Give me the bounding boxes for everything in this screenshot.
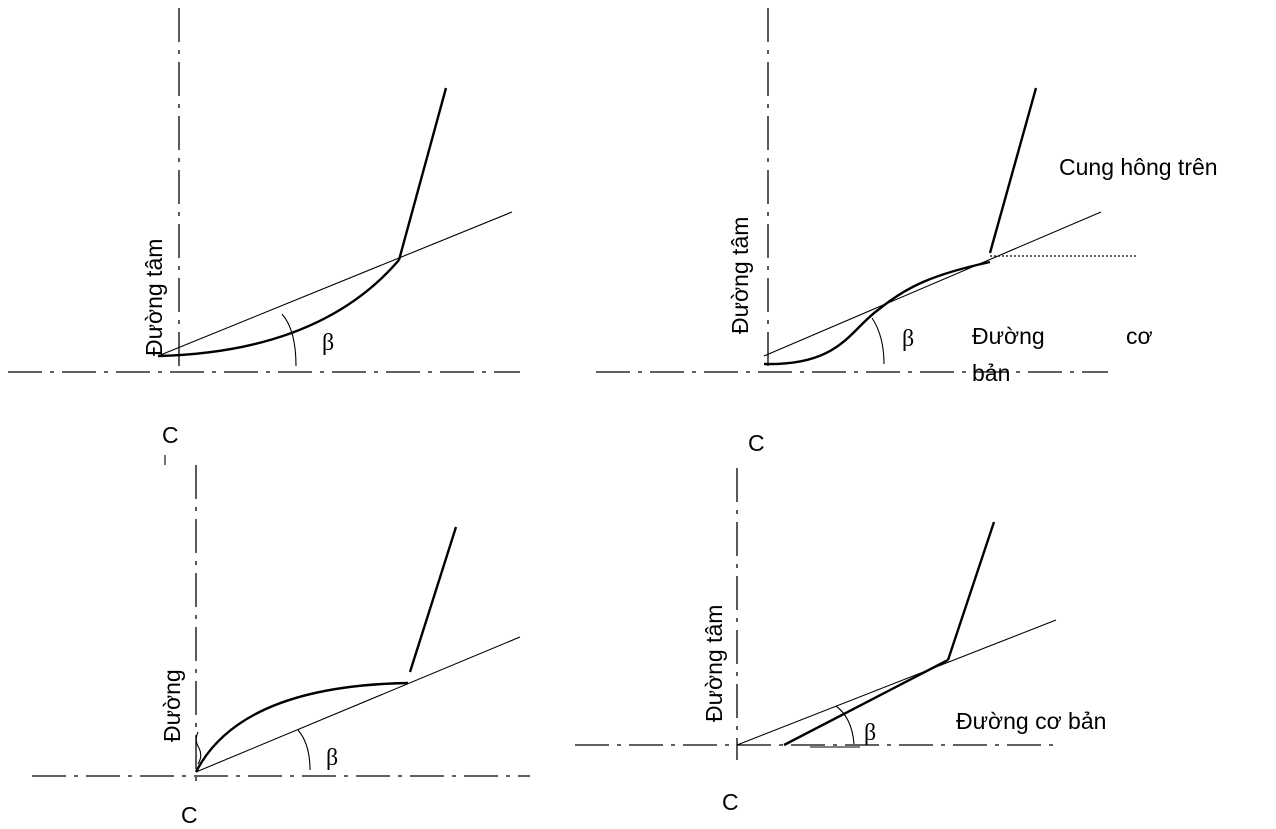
panel-1: β Đường tâm C (8, 8, 520, 465)
panel-4: β Đường tâm Đường cơ bản C (575, 468, 1106, 815)
panel-1-tangent-line (157, 211, 513, 357)
panel-4-flank-line (946, 521, 996, 661)
panel-2-flank-line (988, 87, 1038, 254)
panel-3: β Đường C (32, 465, 530, 828)
panel-2-base-line-label-part1: Đường (972, 323, 1045, 349)
panel-3-small-wavy-mark (195, 731, 202, 765)
panel-1-angle-symbol: β (322, 330, 334, 356)
panel-1-center-mark: C (162, 422, 179, 448)
panel-2-base-line-label-part2: cơ (1126, 323, 1153, 349)
panel-4-angle-arc (835, 705, 855, 745)
panel-1-center-axis-label: Đường tâm (141, 239, 167, 356)
panel-3-center-axis-label: Đường (159, 669, 185, 742)
panel-3-angle-arc (297, 729, 311, 771)
panel-1-flank-line (397, 87, 448, 261)
panel-2-upper-flank-label: Cung hông trên (1059, 154, 1218, 180)
panel-2-tangent-line (763, 211, 1102, 357)
panel-2-angle-symbol: β (902, 326, 914, 352)
panel-1-angle-arc (281, 313, 297, 367)
panel-3-tangent-line (195, 636, 521, 773)
panel-3-flank-line (408, 526, 458, 673)
panel-3-profile-arc (194, 681, 409, 773)
panel-4-profile-line (783, 658, 949, 747)
panel-4-center-mark: C (722, 789, 739, 815)
panel-4-angle-symbol: β (864, 720, 876, 746)
panel-3-center-mark: C (181, 802, 198, 828)
panel-2-center-axis-label: Đường tâm (727, 217, 753, 334)
panel-2-base-line-label-part3: bản (972, 360, 1010, 386)
panel-2-angle-arc (871, 317, 885, 365)
panel-4-base-line-label: Đường cơ bản (956, 708, 1106, 734)
panel-4-center-axis-label: Đường tâm (701, 605, 727, 722)
panel-2-center-mark: C (748, 430, 765, 456)
panel-1-profile-arc (157, 259, 400, 358)
panel-2-profile-curve (763, 260, 991, 366)
panel-4-tangent-line (736, 619, 1057, 746)
panel-2: β Đường tâm Cung hông trên Đường cơ bản … (596, 8, 1218, 456)
panel-3-angle-symbol: β (326, 745, 338, 771)
